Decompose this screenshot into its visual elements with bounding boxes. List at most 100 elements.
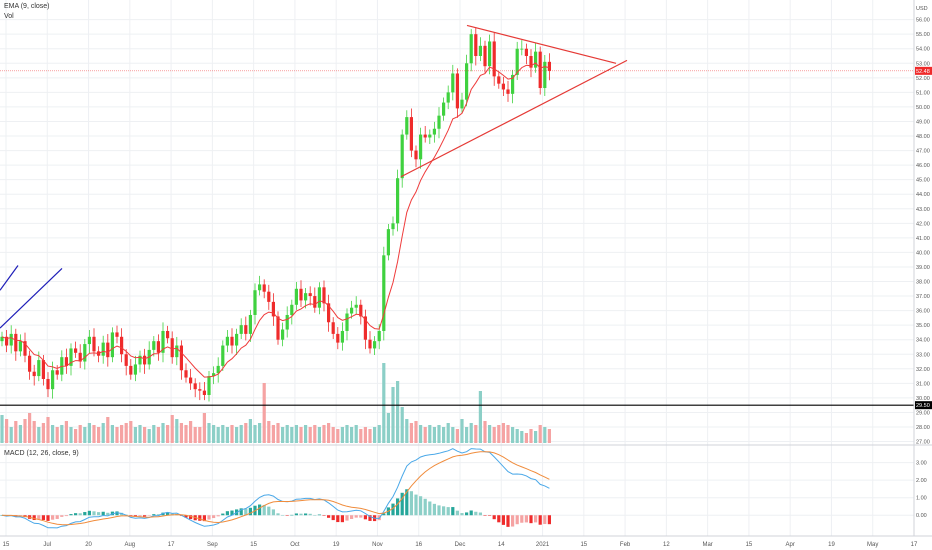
volume-bar <box>262 383 266 443</box>
volume-bar <box>276 423 280 443</box>
candle-body <box>313 296 317 308</box>
macd-histogram-bar <box>446 507 450 516</box>
candle-body <box>414 150 418 160</box>
volume-bar <box>170 415 174 443</box>
volume-bar <box>161 423 165 443</box>
macd-histogram-bar <box>336 515 340 523</box>
candle-body <box>428 134 432 138</box>
x-tick-label: 15 <box>746 542 753 548</box>
blue-trendline <box>0 267 63 329</box>
volume-bar <box>129 421 133 443</box>
candle-body <box>483 45 487 67</box>
macd-tick-label: 2.00 <box>916 478 927 484</box>
macd-histogram-bar <box>313 515 317 516</box>
macd-histogram-bar <box>529 515 533 524</box>
volume-bar <box>32 421 36 443</box>
macd-histogram-bar <box>239 508 243 516</box>
volume-bar <box>419 425 423 443</box>
macd-histogram-bar <box>46 515 50 521</box>
macd-histogram-bar <box>244 508 248 516</box>
macd-histogram-bar <box>32 515 36 521</box>
volume-bar <box>235 427 239 443</box>
volume-bar <box>437 425 441 443</box>
candle-body <box>469 34 473 64</box>
macd-histogram-bar <box>442 506 446 516</box>
candle-body <box>396 178 400 224</box>
volume-bar <box>189 421 193 443</box>
macd-histogram-bar <box>428 501 432 516</box>
candle-body <box>520 48 524 50</box>
price-tick-label: 50.00 <box>916 105 930 111</box>
trendline-drawings[interactable] <box>0 24 914 406</box>
macd-histogram-bar <box>262 504 266 516</box>
volume-legend[interactable]: Vol <box>4 13 14 20</box>
candle-body <box>437 115 441 129</box>
volume-bar <box>110 425 114 443</box>
macd-histogram-bar <box>74 513 78 516</box>
volume-bar <box>543 427 547 443</box>
volume-bar <box>460 419 464 443</box>
volume-bar <box>290 427 294 443</box>
macd-legend[interactable]: MACD (12, 26, close, 9) <box>4 450 79 457</box>
volume-bar <box>368 429 372 443</box>
level-price-tag <box>915 401 932 410</box>
candle-body <box>501 83 505 90</box>
volume-bar <box>304 425 308 443</box>
ema-legend[interactable]: EMA (9, close) <box>4 3 50 10</box>
candle-body <box>368 339 372 349</box>
candle-body <box>451 73 455 93</box>
volume-bar <box>331 427 335 443</box>
candle-body <box>299 288 303 301</box>
candle-body <box>32 371 36 377</box>
price-tick-label: 49.00 <box>916 119 930 125</box>
macd-histogram-bar <box>497 515 501 523</box>
macd-histogram-bar <box>202 515 206 522</box>
price-tick-label: 27.00 <box>916 440 930 446</box>
volume-bar <box>474 425 478 443</box>
volume-bar <box>175 419 179 443</box>
volume-bar <box>216 427 220 443</box>
candle-body <box>405 117 409 135</box>
macd-histogram-bar <box>97 512 101 516</box>
x-tick-label: Oct <box>290 542 300 548</box>
candle-body <box>170 338 174 358</box>
candle-body <box>212 373 216 377</box>
candlesticks[interactable] <box>0 27 551 402</box>
price-tick-label: 35.00 <box>916 323 930 329</box>
price-tick-label: 37.00 <box>916 294 930 300</box>
volume-bar <box>244 423 248 443</box>
volume-bar <box>363 427 367 443</box>
candle-body <box>14 333 18 352</box>
macd-histogram-bar <box>419 496 423 516</box>
price-tick-label: 39.00 <box>916 265 930 271</box>
price-tick-label: 32.00 <box>916 367 930 373</box>
current-price-tag <box>915 66 932 75</box>
volume-bar <box>138 425 142 443</box>
candle-body <box>193 383 197 390</box>
volume-bar <box>281 427 285 443</box>
volume-bar <box>221 425 225 443</box>
volume-bar <box>529 429 533 443</box>
volume-bar <box>152 425 156 443</box>
volume-bar <box>133 427 137 443</box>
macd-histogram-bar <box>230 510 234 516</box>
volume-bar <box>78 425 82 443</box>
macd-histogram-bar <box>189 515 193 520</box>
candle-body <box>547 61 551 71</box>
macd-histogram-bar <box>409 491 413 516</box>
macd-histogram-bar <box>520 515 524 523</box>
volume-bar <box>446 423 450 443</box>
level-price-label: 29.50 <box>916 403 930 409</box>
volume-bar <box>400 407 404 443</box>
volume-bar <box>69 427 73 443</box>
candle-body <box>276 316 280 340</box>
candle-body <box>129 365 133 375</box>
macd-histogram-bar <box>322 515 326 516</box>
candle-body <box>37 360 41 377</box>
volume-bar <box>101 423 105 443</box>
price-tick-label: 43.00 <box>916 207 930 213</box>
candle-body <box>465 63 469 100</box>
candle-body <box>460 99 464 109</box>
